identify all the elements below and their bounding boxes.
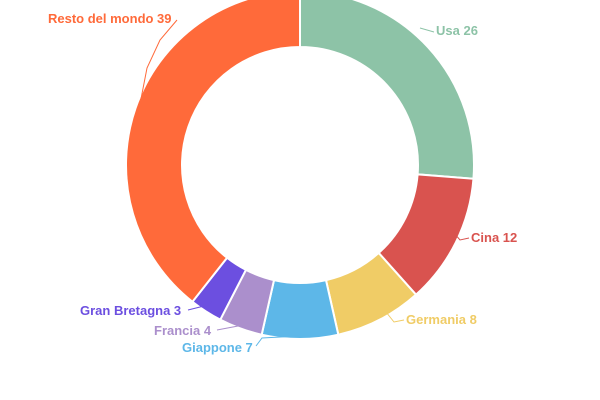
slices-group <box>125 0 475 340</box>
leader-line-resto-del-mondo <box>139 19 178 105</box>
slice-label-usa: Usa 26 <box>436 23 478 38</box>
slice-label-gran-bretagna: Gran Bretagna 3 <box>80 303 181 318</box>
slice-resto-del-mondo[interactable] <box>125 0 301 304</box>
leader-line-germania <box>385 311 405 323</box>
leader-line-cina <box>453 232 470 241</box>
leader-line-francia <box>216 317 248 331</box>
labels-group: Usa 26 Cina 12 Germania 8 Giappone 7 Francia… <box>48 11 517 355</box>
leader-lines-group <box>139 19 470 347</box>
slice-label-giappone: Giappone 7 <box>182 340 253 355</box>
slice-label-germania: Germania 8 <box>406 312 477 327</box>
leader-line-gran-bretagna <box>187 301 213 311</box>
slice-giappone[interactable] <box>260 278 340 340</box>
slice-usa[interactable] <box>299 0 475 180</box>
slice-label-cina: Cina 12 <box>471 230 517 245</box>
leader-line-usa <box>419 27 435 33</box>
leader-line-giappone <box>255 327 300 347</box>
slice-label-francia: Francia 4 <box>154 323 212 338</box>
slice-label-resto-del-mondo: Resto del mondo 39 <box>48 11 172 26</box>
